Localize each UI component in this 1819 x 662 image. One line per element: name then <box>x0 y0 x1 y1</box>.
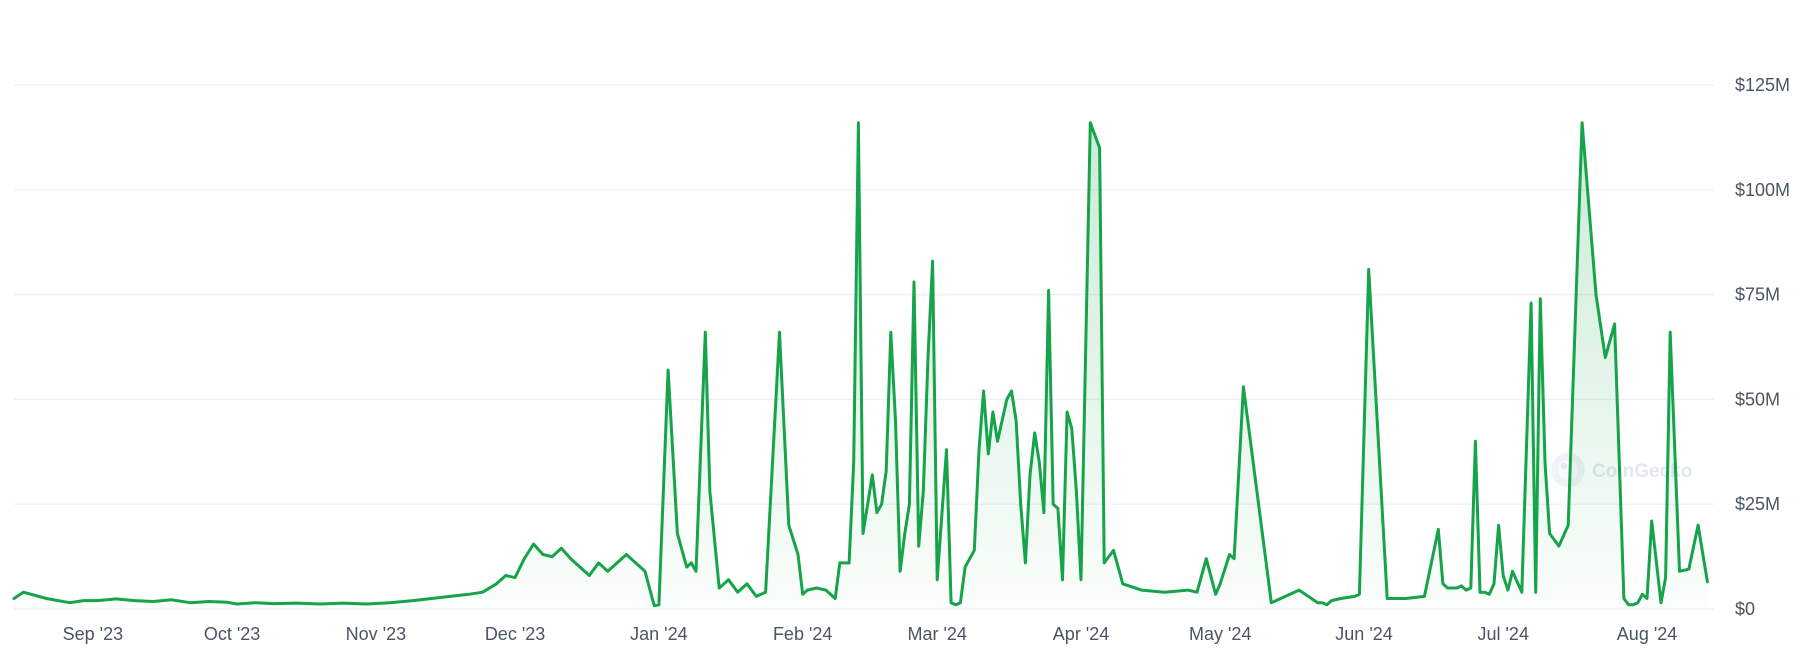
y-tick-label: $125M <box>1735 75 1790 95</box>
x-tick-label: Sep '23 <box>63 624 124 644</box>
x-tick-label: Nov '23 <box>346 624 406 644</box>
x-tick-label: Feb '24 <box>773 624 832 644</box>
x-tick-label: Jan '24 <box>630 624 687 644</box>
y-tick-label: $0 <box>1735 599 1755 619</box>
y-tick-label: $50M <box>1735 389 1780 409</box>
x-tick-label: Aug '24 <box>1617 624 1678 644</box>
y-tick-label: $100M <box>1735 180 1790 200</box>
x-tick-label: Apr '24 <box>1053 624 1109 644</box>
y-tick-label: $25M <box>1735 494 1780 514</box>
x-axis-labels: Sep '23 Oct '23 Nov '23 Dec '23 Jan '24 Feb '… <box>63 624 1678 644</box>
y-axis-labels: $0 $25M $50M $75M $100M $125M <box>1735 75 1790 619</box>
series-line[interactable] <box>12 121 1709 608</box>
x-tick-label: Jun '24 <box>1335 624 1392 644</box>
x-tick-label: Mar '24 <box>907 624 966 644</box>
x-tick-label: Dec '23 <box>485 624 545 644</box>
x-tick-label: May '24 <box>1189 624 1251 644</box>
x-tick-label: Oct '23 <box>204 624 260 644</box>
x-tick-label: Jul '24 <box>1477 624 1528 644</box>
y-tick-label: $75M <box>1735 285 1780 305</box>
